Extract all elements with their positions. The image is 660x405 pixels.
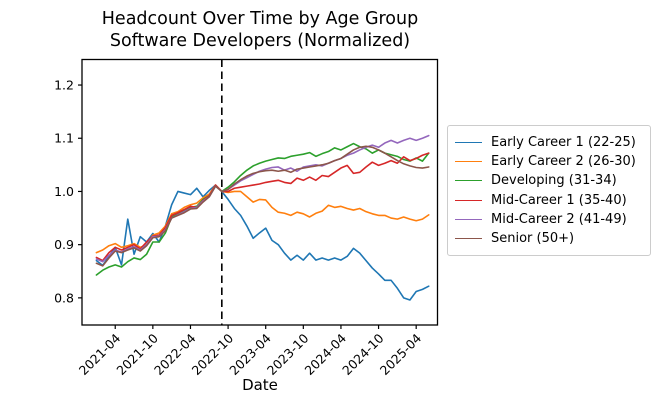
legend-item-2: Early Career 2 (26-30) bbox=[455, 152, 646, 171]
axes-box bbox=[81, 58, 439, 326]
legend-item-3: Developing (31-34) bbox=[455, 171, 646, 190]
legend-label: Developing (31-34) bbox=[491, 173, 617, 189]
legend-line-sample bbox=[455, 142, 482, 144]
legend-label: Early Career 2 (26-30) bbox=[491, 154, 636, 170]
legend-line-sample bbox=[455, 161, 482, 163]
legend-line-sample bbox=[455, 218, 482, 220]
chart-title: Headcount Over Time by Age Group Softwar… bbox=[0, 8, 520, 52]
x-tick-label: 2025-04 bbox=[377, 330, 425, 378]
series-line-1 bbox=[95, 184, 430, 301]
legend-line-sample bbox=[455, 199, 482, 201]
y-tick-label: 1.2 bbox=[54, 78, 74, 93]
legend-label: Senior (50+) bbox=[491, 231, 575, 247]
chart-title-line2: Software Developers (Normalized) bbox=[109, 31, 411, 51]
legend: Early Career 1 (22-25) Early Career 2 (26… bbox=[447, 125, 651, 257]
series-line-3 bbox=[95, 142, 430, 276]
y-tick-label: 1.0 bbox=[54, 184, 74, 199]
y-tick-label: 0.8 bbox=[54, 290, 74, 305]
legend-item-4: Mid-Career 1 (35-40) bbox=[455, 191, 646, 210]
legend-item-5: Mid-Career 2 (41-49) bbox=[455, 210, 646, 229]
y-tick-label: 1.1 bbox=[54, 131, 74, 146]
legend-label: Mid-Career 1 (35-40) bbox=[491, 192, 627, 208]
legend-item-1: Early Career 1 (22-25) bbox=[455, 133, 646, 152]
legend-item-6: Senior (50+) bbox=[455, 229, 646, 248]
legend-line-sample bbox=[455, 238, 482, 240]
x-axis-label: Date bbox=[242, 376, 278, 394]
legend-label: Mid-Career 2 (41-49) bbox=[491, 211, 627, 227]
y-tick-label: 0.9 bbox=[54, 237, 74, 252]
legend-label: Early Career 1 (22-25) bbox=[491, 135, 636, 151]
chart-title-line1: Headcount Over Time by Age Group bbox=[101, 9, 419, 29]
legend-line-sample bbox=[455, 180, 482, 182]
series-line-6 bbox=[95, 145, 430, 267]
